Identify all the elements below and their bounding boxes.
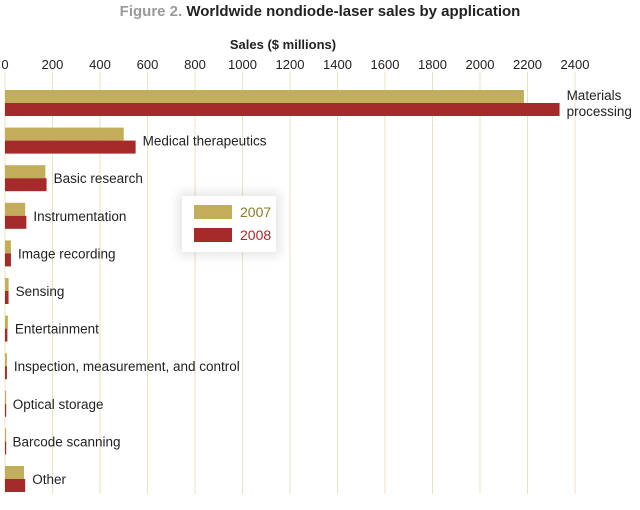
bar-2007 — [5, 240, 11, 254]
category-label: Instrumentation — [33, 209, 126, 224]
bar-2007 — [5, 353, 7, 367]
bar-2008 — [5, 140, 136, 154]
category-label: Materials — [567, 88, 622, 103]
bar-2008 — [5, 103, 560, 116]
category-label: Optical storage — [13, 397, 104, 412]
x-tick-label: 200 — [42, 57, 64, 72]
x-tick-label: 1000 — [228, 57, 257, 72]
figure-title-text: Worldwide nondiode-laser sales by applic… — [186, 3, 521, 20]
bar-2007 — [5, 390, 7, 404]
x-axis-label: Sales ($ millions) — [230, 37, 336, 52]
x-tick-label: 1400 — [323, 57, 352, 72]
category-label: Inspection, measurement, and control — [14, 359, 240, 374]
bar-2007 — [5, 428, 7, 442]
x-tick-label: 400 — [89, 57, 111, 72]
legend: 2007 2008 — [182, 196, 276, 252]
category-label: processing — [567, 104, 632, 119]
legend-item-2007: 2007 — [194, 204, 272, 220]
bar-2007 — [5, 315, 8, 329]
bar-2007 — [5, 127, 124, 141]
legend-swatch-2008 — [194, 228, 232, 242]
bar-2008 — [5, 479, 26, 492]
category-label: Basic research — [54, 171, 143, 186]
x-tick-label: 1800 — [418, 57, 447, 72]
category-label: Other — [32, 472, 66, 487]
x-tick-label: 2000 — [466, 57, 495, 72]
category-label: Entertainment — [15, 322, 99, 337]
bar-2007 — [5, 278, 9, 291]
category-label: Medical therapeutics — [143, 134, 267, 149]
bar-2008 — [5, 441, 7, 455]
bar-2007 — [5, 202, 26, 216]
x-tick-label: 1200 — [276, 57, 305, 72]
category-label: Image recording — [18, 246, 116, 261]
legend-swatch-2007 — [194, 205, 232, 219]
category-label: Sensing — [16, 284, 65, 299]
x-tick-label: 0 — [1, 57, 8, 72]
x-tick-label: 2200 — [513, 57, 542, 72]
bar-2008 — [5, 253, 11, 267]
bar-2008 — [5, 366, 7, 380]
figure-label: Figure 2. — [119, 3, 183, 20]
bar-2008 — [5, 215, 27, 229]
figure-title: Figure 2. Worldwide nondiode-laser sales… — [0, 3, 640, 20]
legend-label-2007: 2007 — [240, 204, 272, 220]
x-tick-label: 1600 — [371, 57, 400, 72]
category-label: Barcode scanning — [12, 434, 120, 449]
legend-label-2008: 2008 — [240, 227, 272, 243]
legend-item-2008: 2008 — [194, 227, 272, 243]
x-tick-label: 800 — [184, 57, 206, 72]
x-tick-label: 600 — [137, 57, 159, 72]
bar-2007 — [5, 90, 524, 103]
bar-2008 — [5, 178, 47, 192]
bar-2008 — [5, 291, 9, 304]
bar-2008 — [5, 403, 7, 417]
bar-2007 — [5, 466, 24, 479]
x-tick-label: 2400 — [561, 57, 590, 72]
bar-2008 — [5, 328, 8, 342]
bar-2007 — [5, 165, 46, 179]
